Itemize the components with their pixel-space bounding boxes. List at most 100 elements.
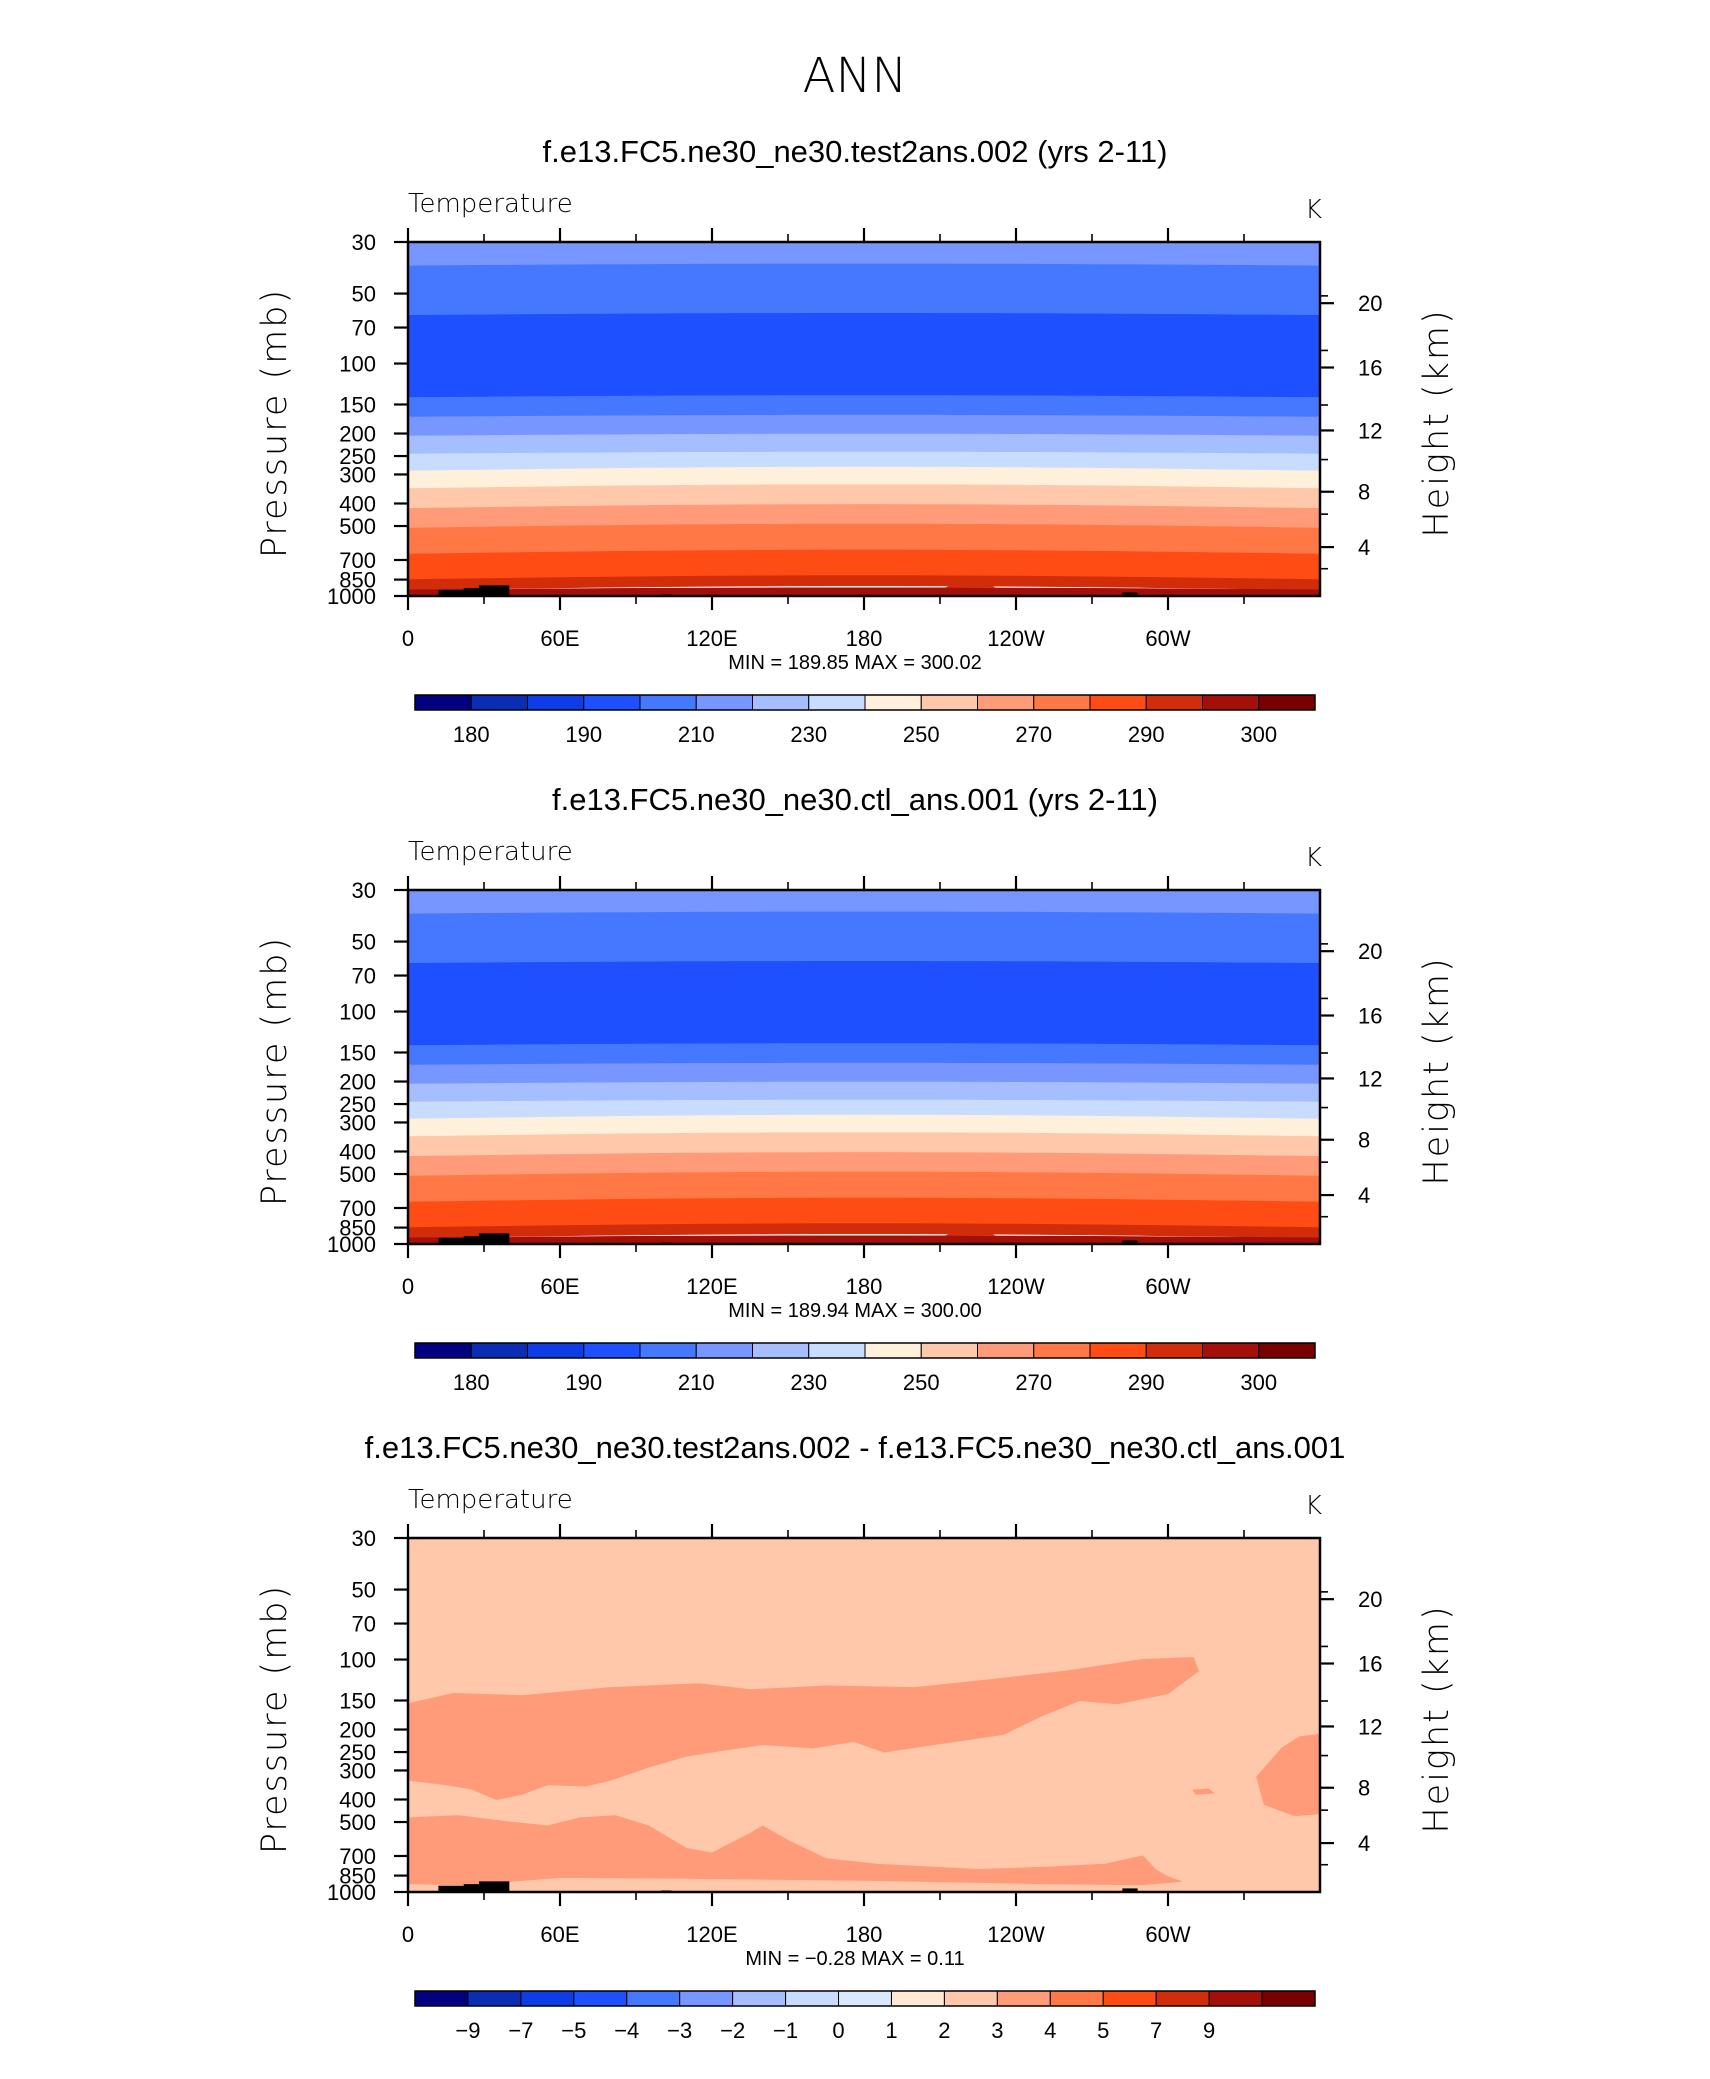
colorbar-swatch [752,694,810,711]
y-tick-label: 200 [339,1718,376,1743]
colorbar-swatch [1258,694,1316,711]
colorbar-swatch [1145,1342,1203,1359]
x-tick-label: 60E [540,626,579,651]
colorbar-label: 270 [1015,1370,1052,1395]
colorbar-label: 230 [790,722,827,747]
y-tick-label: 400 [339,1139,376,1164]
y-tick-label: 30 [352,878,376,903]
warm-pocket [1142,1229,1206,1236]
height-tick-label: 8 [1358,1128,1370,1153]
height-tick-label: 12 [1358,1714,1382,1739]
y-tick-label: 250 [339,1092,376,1117]
min-max-label: MIN = 189.85 MAX = 300.02 [728,652,982,674]
warm-pocket [1142,581,1206,588]
colorbar-label: 190 [565,722,602,747]
height-tick-label: 20 [1358,939,1382,964]
height-tick-label: 8 [1358,480,1370,505]
colorbar-label: 290 [1128,722,1165,747]
colorbar-label: 210 [678,722,715,747]
colorbar-swatch [1208,1990,1263,2007]
y-tick-label: 100 [339,1000,376,1025]
variable-label: Temperature [408,837,573,867]
colorbar-swatch [732,1990,787,2007]
figure-title: ANN [803,48,908,104]
topography-mask [478,585,510,596]
colorbar-swatch [864,1342,922,1359]
height-tick-label: 12 [1358,1066,1382,1091]
positive-region [407,1657,1199,1800]
colorbar-swatch [996,1990,1051,2007]
colorbar-swatch [1261,1990,1316,2007]
y-tick-label: 300 [339,462,376,487]
colorbar-swatch [808,694,866,711]
colorbar-label: 210 [678,1370,715,1395]
colorbar-swatch [920,1342,978,1359]
colorbar-frame [414,1990,1316,2007]
colorbar-label: 0 [832,2018,844,2043]
colorbar-swatch [1089,1342,1147,1359]
colorbar-swatch [639,1342,697,1359]
positive-region [1192,1788,1215,1795]
height-tick-label: 4 [1358,535,1370,560]
colorbar-label: 180 [453,1370,490,1395]
variable-label: Temperature [408,1485,573,1515]
y-tick-label: 50 [352,930,376,955]
colorbar: 180 190 210 230 250 270 290 300 [414,694,1316,747]
colorbar-swatch [864,694,922,711]
height-tick-label: 4 [1358,1831,1370,1856]
contour-band [407,549,1321,580]
contour-band [407,889,1321,915]
colorbar-label: −1 [773,2018,798,2043]
colorbar-swatch [1033,1342,1091,1359]
y-tick-label: 250 [339,444,376,469]
colorbar-swatch [838,1990,892,2007]
x-tick-label: 120W [987,1922,1045,1947]
y-tick-label: 30 [352,230,376,255]
min-max-label: MIN = 189.94 MAX = 300.00 [728,1300,982,1322]
panel-1: f.e13.FC5.ne30_ne30.test2ans.002 (yrs 2-… [255,134,1457,747]
colorbar-swatch [467,1990,522,2007]
colorbar-swatch [1202,1342,1260,1359]
y-tick-label: 200 [339,1070,376,1095]
topography-mask [1122,592,1138,596]
topography-mask [1122,1888,1138,1892]
colorbar: −9 −7 −5 −4 −3 −2 −1 0 1 2 3 4 5 7 9 [414,1990,1316,2043]
topography-mask [438,589,479,596]
colorbar-label: 190 [565,1370,602,1395]
y-tick-label: 1000 [327,1232,376,1257]
warm-pocket [945,581,996,588]
y-tick-label: 150 [339,1688,376,1713]
colorbar-label: 1 [885,2018,897,2043]
colorbar-label: 300 [1240,722,1277,747]
y-tick-label: 400 [339,1787,376,1812]
x-tick-label: 120E [686,1274,737,1299]
height-tick-label: 20 [1358,1587,1382,1612]
colorbar-swatch [977,694,1035,711]
contour-band [407,1197,1321,1228]
y-tick-label: 850 [339,1864,376,1889]
topography-mask [463,588,484,596]
colorbar-swatch [414,1342,472,1359]
y-tick-label: 1000 [327,584,376,609]
plot-area [407,241,1321,597]
x-tick-label: 60W [1145,626,1190,651]
y-axis-label-right: Height (km) [1417,1604,1457,1833]
colorbar-swatch [527,694,585,711]
y-axis-label: Pressure (mb) [255,1584,295,1854]
height-tick-label: 16 [1358,356,1382,381]
x-tick-label: 180 [846,1922,883,1947]
y-tick-label: 100 [339,352,376,377]
colorbar-swatch [977,1342,1035,1359]
y-tick-label: 700 [339,1844,376,1869]
topography-mask [438,1237,479,1244]
contour-band [407,1171,1321,1203]
height-tick-label: 20 [1358,291,1382,316]
colorbar-swatch [527,1342,585,1359]
colorbar-label: −5 [561,2018,586,2043]
x-tick-label: 0 [402,626,414,651]
colorbar-swatch [639,694,697,711]
colorbar-frame [414,694,1316,711]
colorbar-label: 250 [903,1370,940,1395]
colorbar-swatch [470,1342,528,1359]
contour-band [407,433,1321,455]
